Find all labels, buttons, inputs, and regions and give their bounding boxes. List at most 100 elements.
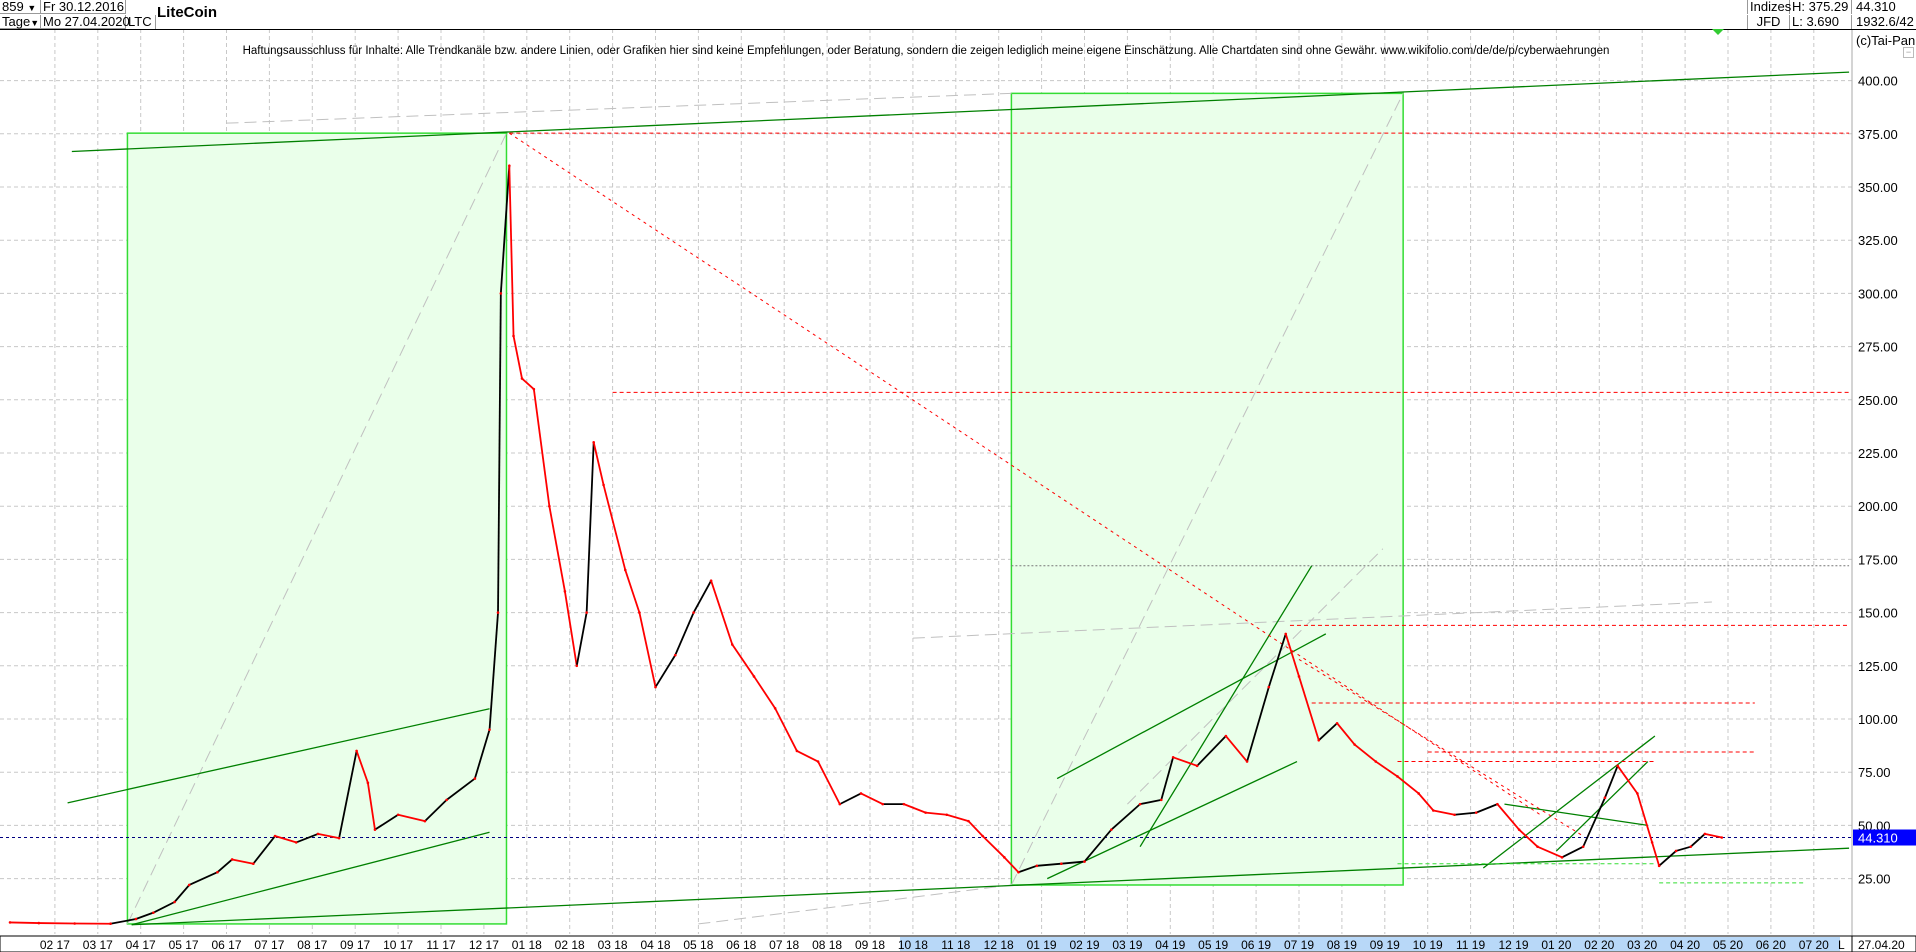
price-segment <box>173 884 190 903</box>
price-segment <box>1496 803 1520 831</box>
x-tick-label: 05 17 <box>169 938 199 952</box>
price-segment <box>152 901 175 914</box>
x-tick-label: 07 19 <box>1284 938 1314 952</box>
price-point <box>563 590 567 593</box>
price-segment <box>521 377 535 390</box>
symbol: LTC <box>126 15 156 29</box>
x-tick-label: 08 18 <box>812 938 842 952</box>
price-segment <box>10 921 39 924</box>
x-tick-label: 01 19 <box>1027 938 1057 952</box>
price-point <box>423 819 427 823</box>
x-tick-label: 08 17 <box>297 938 327 952</box>
price-segment <box>1036 862 1062 867</box>
exchange-group: Indizes <box>1747 0 1791 14</box>
price-point <box>838 802 842 806</box>
price-point <box>373 828 377 831</box>
price-point <box>1003 856 1006 859</box>
price-point <box>1689 845 1693 848</box>
price-point <box>187 883 191 887</box>
price-point <box>602 483 605 487</box>
price-point <box>512 334 515 338</box>
price-point <box>1374 760 1378 763</box>
start-date-field[interactable]: Fr 30.12.2016 <box>41 0 126 14</box>
price-segment <box>981 835 1005 858</box>
x-tick-label: 05 19 <box>1198 938 1228 952</box>
price-point <box>366 781 370 785</box>
end-date-field[interactable]: Mo 27.04.2020 <box>41 14 130 29</box>
price-segment <box>488 612 499 730</box>
price-segment <box>1636 793 1653 843</box>
price-point <box>1110 828 1113 831</box>
price-point <box>795 749 799 753</box>
last-value: 44.310 <box>1856 0 1896 14</box>
trend-line <box>1046 760 1298 880</box>
x-tick-label: 11 19 <box>1456 938 1485 952</box>
price-point <box>1636 792 1639 795</box>
price-point <box>1195 764 1199 768</box>
price-segment <box>1396 775 1420 795</box>
price-point <box>1317 738 1321 742</box>
bars-count-select[interactable]: 859 ▼ <box>0 0 41 14</box>
price-segment <box>1336 722 1356 746</box>
price-point <box>1657 864 1661 868</box>
price-point <box>1335 721 1339 725</box>
x-tick-label: 02 20 <box>1584 938 1614 952</box>
price-point <box>355 749 358 753</box>
collapse-button[interactable]: − <box>1903 47 1914 58</box>
x-tick-label: 03 17 <box>83 938 113 952</box>
price-point <box>73 922 76 925</box>
chevron-down-icon: ▼ <box>30 18 40 28</box>
low-value: L: 3.690 <box>1790 15 1852 29</box>
x-tick-label: 02 18 <box>555 938 585 952</box>
price-segment <box>1139 798 1162 806</box>
y-tick-label: 325.00 <box>1858 233 1898 248</box>
price-point <box>816 760 820 763</box>
price-point <box>548 504 551 508</box>
x-tick-label: 10 19 <box>1413 938 1443 952</box>
exchange: JFD <box>1747 15 1790 29</box>
gray-dashed-line <box>1127 548 1384 805</box>
price-point <box>1060 862 1063 866</box>
price-point <box>109 922 112 926</box>
price-segment <box>1433 809 1455 816</box>
x-tick-label: 02 17 <box>40 938 70 952</box>
price-segment <box>731 644 755 677</box>
x-tick-label: 01 20 <box>1541 938 1571 952</box>
price-segment <box>1675 845 1691 852</box>
price-segment <box>817 761 841 805</box>
price-segment <box>1246 686 1270 762</box>
price-point <box>473 777 477 780</box>
trend-line <box>71 71 1850 153</box>
chevron-down-icon: ▼ <box>27 3 37 13</box>
trend-line <box>131 847 1850 926</box>
price-segment <box>1003 856 1020 873</box>
trend-line <box>1139 565 1313 848</box>
price-point <box>1035 864 1039 868</box>
gray-dashed-line <box>912 601 1712 639</box>
price-segment <box>1110 803 1141 831</box>
price-segment <box>1690 833 1706 848</box>
price-point <box>1674 849 1678 853</box>
price-segment <box>188 871 218 886</box>
price-segment <box>710 580 734 645</box>
price-point <box>1720 836 1724 839</box>
price-point <box>624 568 627 572</box>
y-tick-label: 250.00 <box>1858 393 1898 408</box>
y-tick-label: 25.00 <box>1858 872 1891 887</box>
x-tick-label: 11 17 <box>426 938 455 952</box>
x-tick-label: 04 19 <box>1155 938 1185 952</box>
price-point <box>575 664 579 668</box>
y-tick-label: 150.00 <box>1858 606 1898 621</box>
price-segment <box>317 833 340 840</box>
falling-line <box>509 132 1541 816</box>
date-axis: 02 17 03 17 04 17 05 17 06 17 07 17 08 17 09 17… <box>0 935 1916 952</box>
price-point <box>1496 802 1499 806</box>
price-point <box>445 798 448 802</box>
gray-dashed-line <box>698 884 1012 925</box>
x-tick-label: 06 20 <box>1756 938 1786 952</box>
period-select[interactable]: Tage▼ <box>0 14 41 29</box>
price-segment <box>1225 735 1248 763</box>
price-segment <box>274 835 297 844</box>
price-segment <box>946 813 969 823</box>
price-point <box>1159 798 1163 802</box>
